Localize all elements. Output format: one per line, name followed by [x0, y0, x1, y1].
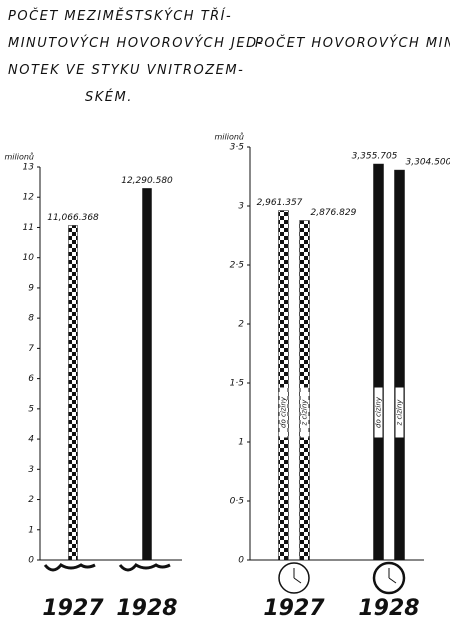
y-axis-label: milionů: [215, 132, 245, 142]
y-tick-label: 5: [28, 404, 34, 414]
x-tick-label: 1928: [116, 596, 177, 621]
y-tick-label: 2: [28, 495, 34, 505]
y-tick-label: 8: [28, 314, 34, 324]
y-tick-label: 9: [28, 283, 34, 293]
chart-title: SKÉM.: [85, 89, 133, 105]
y-tick-label: 3: [28, 465, 34, 475]
data-label: 2,876.829: [311, 208, 357, 218]
data-label: 12,290.580: [121, 176, 173, 186]
y-tick-label: 7: [28, 344, 34, 354]
y-tick-label: 3·5: [230, 143, 245, 153]
bar: [142, 188, 152, 561]
series-label-box: [374, 387, 383, 438]
y-tick-label: 1: [238, 438, 244, 448]
base-decoration: [43, 563, 171, 572]
y-tick-label: 3: [238, 202, 244, 212]
series-label-box: [279, 387, 288, 438]
bar: [394, 169, 405, 561]
bar: [373, 163, 384, 561]
data-label: 3,304.500: [406, 158, 450, 168]
y-tick-label: 0: [238, 556, 244, 566]
bar: [68, 225, 78, 561]
data-label: 3,355.705: [352, 152, 398, 162]
series-label-box: [395, 387, 404, 438]
x-tick-label: 1927: [263, 596, 325, 621]
clock-icon: [278, 561, 406, 595]
y-tick-label: 13: [23, 163, 35, 173]
series-label: do ciziny: [280, 396, 288, 428]
y-tick-label: 12: [23, 193, 35, 203]
y-tick-label: 2·5: [230, 261, 245, 271]
series-label: do ciziny: [375, 396, 383, 428]
y-tick-label: 2: [238, 320, 244, 330]
data-label: 11,066.368: [47, 213, 99, 223]
x-tick-label: 1927: [42, 596, 104, 621]
chart-title: POČET HOVOROVÝCH MINUT: [255, 35, 450, 51]
chart-title: POČET MEZIMĚSTSKÝCH TŘÍ-: [8, 8, 232, 24]
y-tick-label: 1: [28, 525, 34, 535]
y-tick-label: 11: [23, 223, 34, 233]
y-tick-label: 1·5: [230, 379, 245, 389]
series-label-box: [300, 387, 309, 438]
y-axis-label: milionů: [5, 152, 35, 162]
chart-title: NOTEK VE STYKU VNITROZEM-: [8, 63, 244, 78]
series-label: z ciziny: [396, 399, 404, 427]
chart-title: MINUTOVÝCH HOVOROVÝCH JED-: [8, 35, 264, 51]
y-tick-label: 10: [23, 253, 35, 263]
y-tick-label: 0·5: [230, 497, 245, 507]
x-tick-label: 1928: [358, 596, 419, 621]
series-label: z ciziny: [301, 399, 309, 427]
y-tick-label: 6: [28, 374, 34, 384]
bar: [278, 210, 289, 561]
data-label: 2,961.357: [257, 198, 303, 208]
y-tick-label: 0: [28, 556, 34, 566]
y-tick-label: 4: [28, 435, 34, 445]
